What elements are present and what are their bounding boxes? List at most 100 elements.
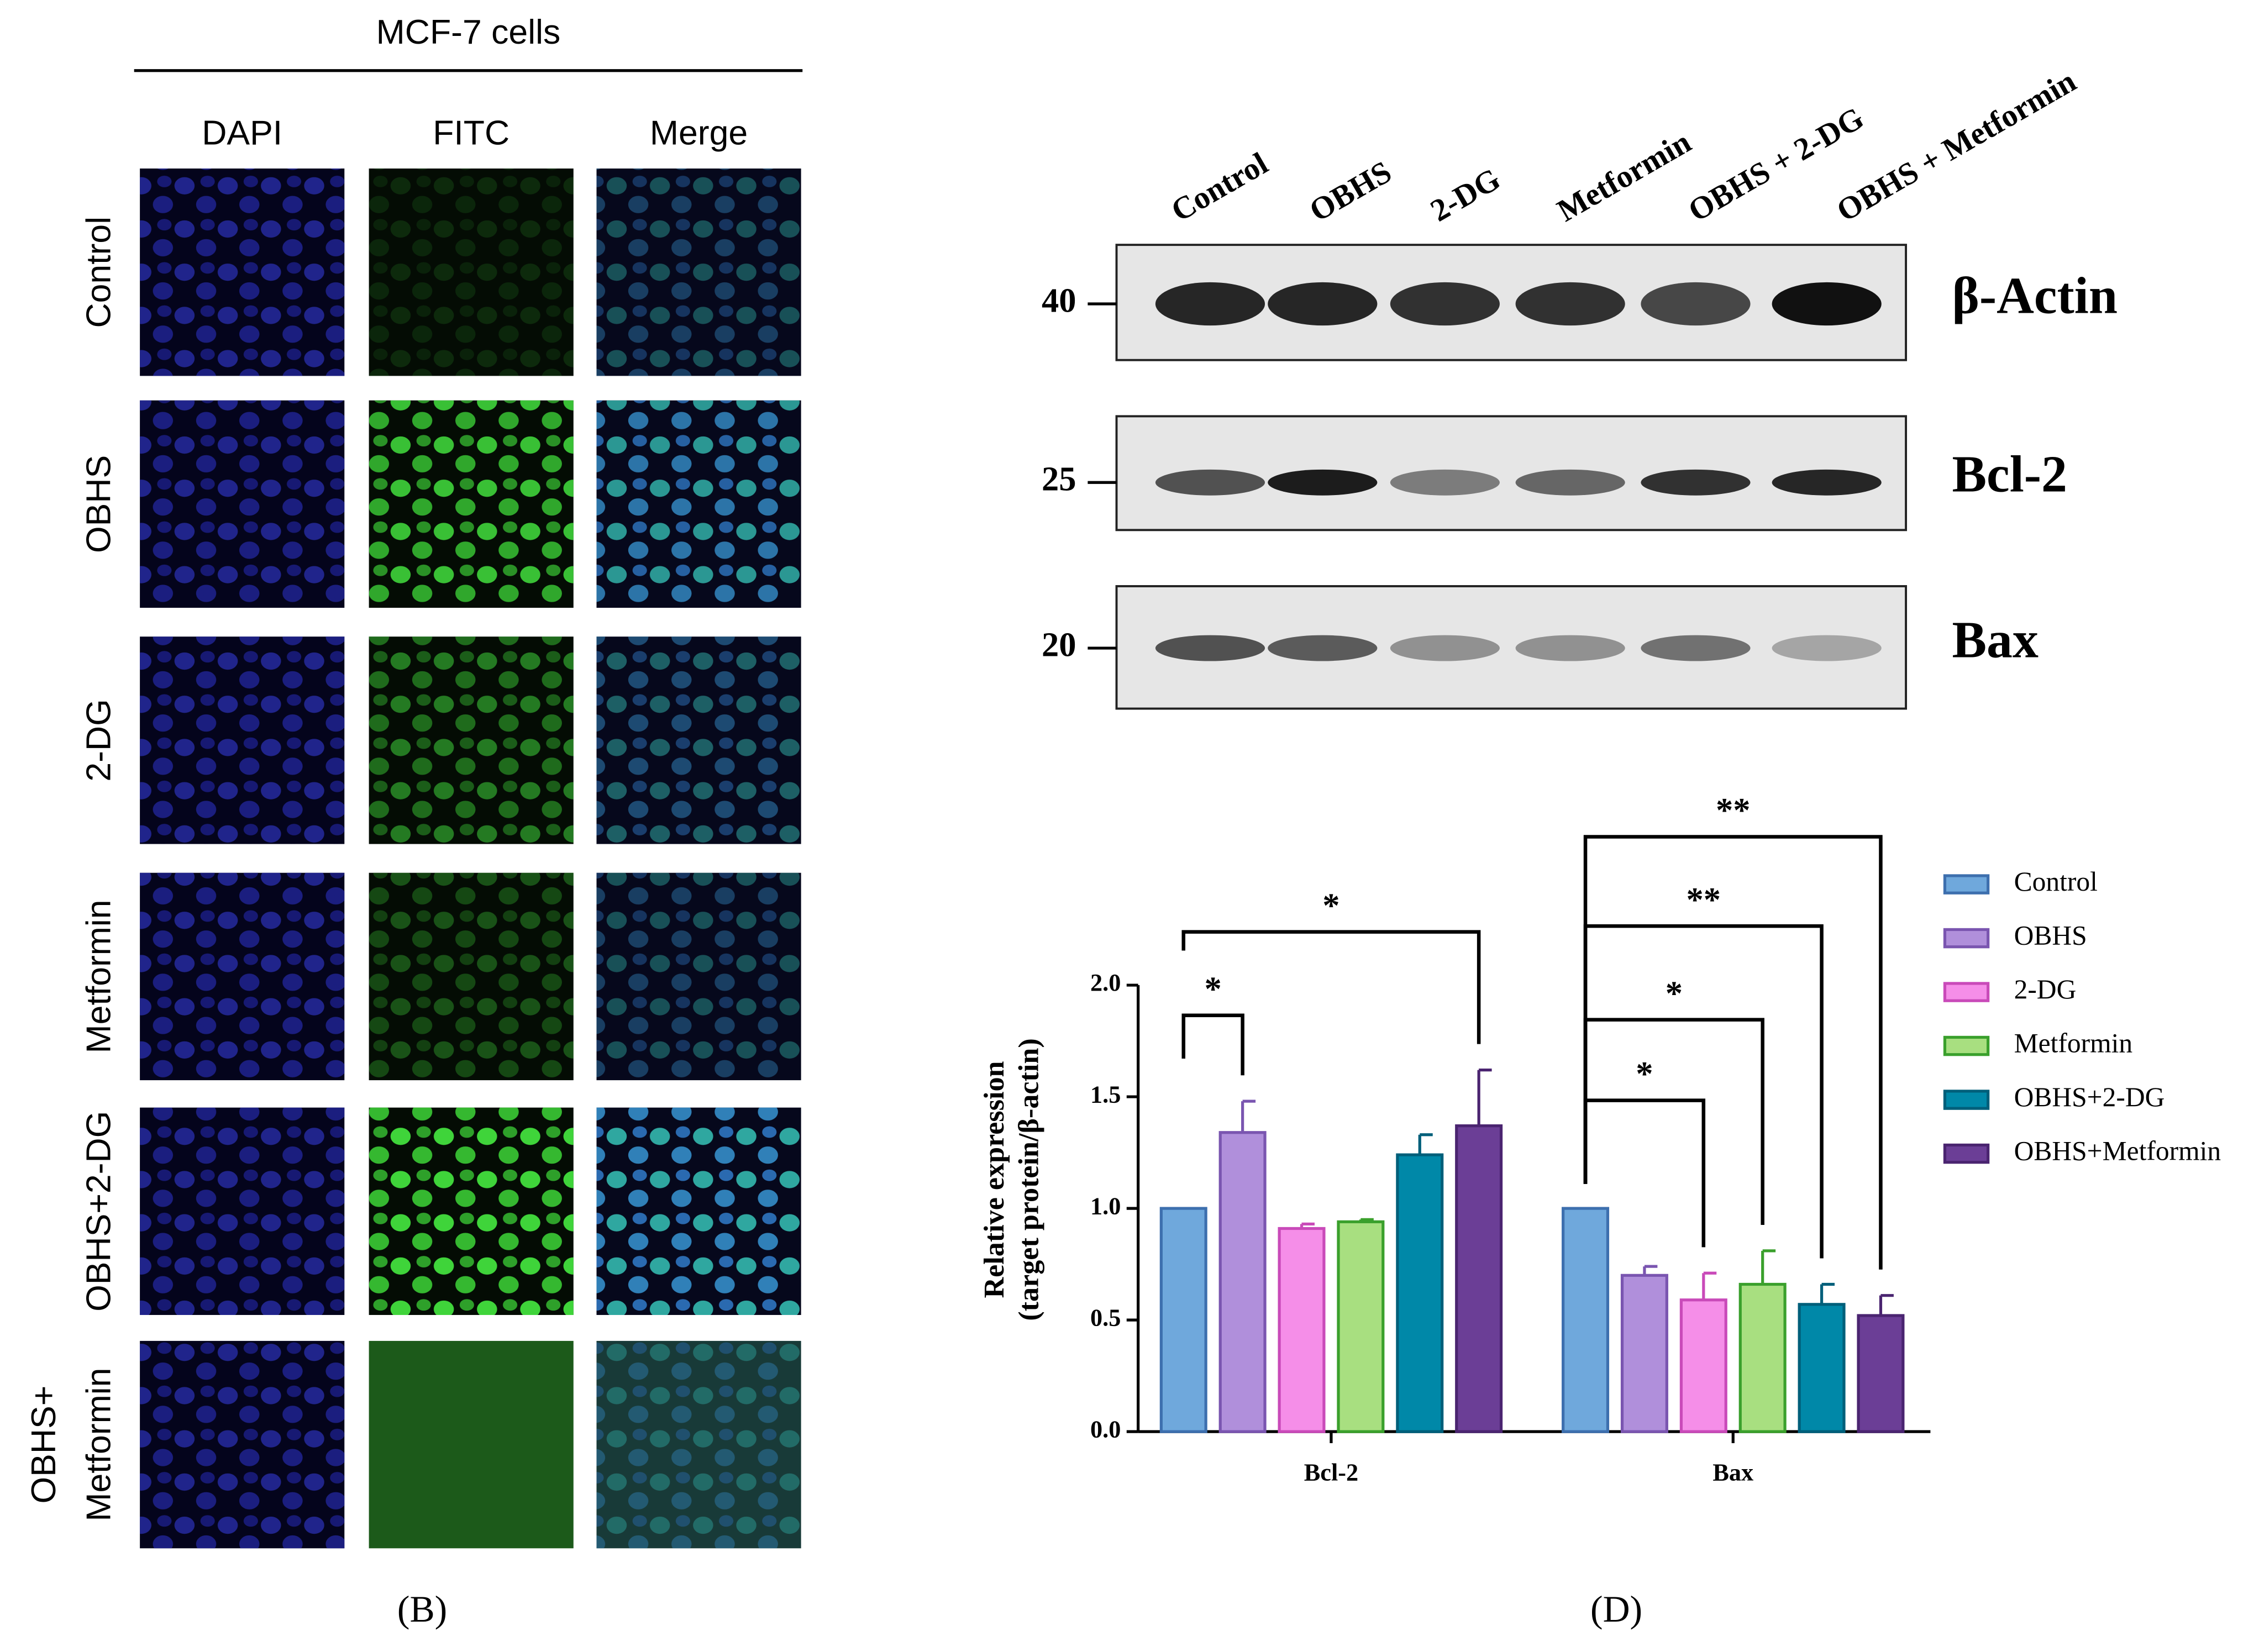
bar (1562, 1207, 1610, 1433)
panel-title: MCF-7 cells (376, 13, 561, 51)
micrographs: DAPI FITC Merge Control OBHS 2-DG Metformin OBH… (24, 114, 801, 1549)
column-header: FITC (433, 114, 509, 152)
y-tick-label: 1.5 (1090, 1081, 1121, 1108)
bar (1159, 1207, 1207, 1433)
panel-label: (D) (1590, 1588, 1642, 1630)
legend-swatch (1943, 874, 1990, 895)
band (1641, 469, 1751, 496)
bar (1218, 1131, 1267, 1433)
legend-label: Metformin (2014, 1028, 2133, 1058)
cell-texture (140, 636, 345, 844)
bar (1857, 1314, 1905, 1433)
row-label: Control (79, 217, 118, 328)
legend-label: 2-DG (2014, 974, 2077, 1004)
cell-texture (369, 636, 574, 844)
error-bar (1643, 1265, 1658, 1276)
protein-label: Bax (1952, 611, 2038, 669)
mw-marker: 20 (1042, 625, 1076, 664)
panel-label: (B) (397, 1588, 447, 1630)
band (1772, 282, 1882, 326)
row-label: 2-DG (79, 699, 118, 781)
cell-texture (140, 1107, 345, 1316)
row-label: OBHS+ (24, 1386, 63, 1504)
bar (1620, 1274, 1668, 1433)
cell-texture (369, 400, 574, 608)
significance-bracket (1583, 835, 1883, 1270)
protein-label: β-Actin (1952, 267, 2118, 324)
error-bar (1702, 1271, 1717, 1300)
row-label: OBHS (79, 455, 118, 553)
band (1515, 469, 1625, 496)
blot-image (1115, 415, 1908, 532)
error-bar (1477, 1068, 1492, 1126)
bar (1278, 1227, 1326, 1433)
y-axis-label: (target protein/β-actin) (1013, 1038, 1045, 1320)
error-bar (1241, 1099, 1256, 1133)
cell-texture (596, 1107, 801, 1316)
cell-texture (140, 1340, 345, 1549)
band (1772, 469, 1882, 496)
row-label: Metformin (79, 899, 118, 1053)
bar-chart: 0.0 0.5 1.0 1.5 2.0 Relative expression (targe… (979, 791, 2221, 1486)
micrograph (369, 1340, 574, 1549)
error-bar (1820, 1282, 1835, 1304)
cell-texture (140, 168, 345, 376)
cell-texture (596, 400, 801, 608)
y-axis-label: Relative expression (979, 1061, 1010, 1298)
significance-bracket (1181, 930, 1481, 1044)
cell-texture (369, 872, 574, 1081)
cell-texture (596, 636, 801, 844)
significance-label: * (1205, 969, 1222, 1008)
mw-marker: 25 (1042, 460, 1076, 498)
band (1641, 282, 1751, 326)
band (1772, 635, 1882, 661)
significance-label: ** (1716, 791, 1751, 829)
cell-texture (369, 168, 574, 376)
significance-label: * (1322, 886, 1339, 924)
error-bar (1879, 1294, 1894, 1316)
band (1268, 469, 1378, 496)
band (1390, 282, 1500, 326)
lane-label: Control (1165, 146, 1274, 229)
x-tick-label: Bax (1712, 1459, 1753, 1486)
band (1390, 469, 1500, 496)
mw-marker: 40 (1042, 281, 1076, 319)
legend-label: OBHS+2-DG (2014, 1082, 2165, 1112)
lane-label: OBHS (1304, 154, 1397, 228)
y-tick-label: 1.0 (1090, 1192, 1121, 1219)
band (1515, 282, 1625, 326)
y-tick-label: 0.0 (1090, 1416, 1121, 1443)
band (1155, 469, 1265, 496)
bar (1738, 1282, 1787, 1433)
legend-label: Control (2014, 866, 2098, 897)
legend-label: OBHS+Metformin (2014, 1135, 2221, 1166)
bar (1679, 1298, 1727, 1433)
cell-texture (596, 168, 801, 376)
bar (1455, 1124, 1503, 1433)
band (1268, 282, 1378, 326)
error-bar (1300, 1222, 1315, 1229)
cell-texture (596, 872, 801, 1081)
legend-swatch (1943, 928, 1990, 949)
lane-label: Metformin (1552, 124, 1697, 228)
band (1155, 635, 1265, 661)
band (1515, 635, 1625, 661)
row-label: Metformin (79, 1368, 118, 1522)
bar (1396, 1153, 1444, 1433)
cell-texture (369, 1107, 574, 1316)
protein-label: Bcl-2 (1952, 446, 2067, 503)
error-bar (1359, 1218, 1374, 1222)
lane-label: OBHS + Metformin (1831, 64, 2082, 229)
band (1268, 635, 1378, 661)
bar (1337, 1220, 1385, 1433)
band (1155, 282, 1265, 326)
legend-swatch (1943, 1035, 1990, 1056)
cell-texture (140, 872, 345, 1081)
y-tick-label: 0.5 (1090, 1304, 1121, 1331)
band (1641, 635, 1751, 661)
lane-label: 2-DG (1425, 161, 1506, 228)
significance-label: * (1636, 1054, 1653, 1093)
